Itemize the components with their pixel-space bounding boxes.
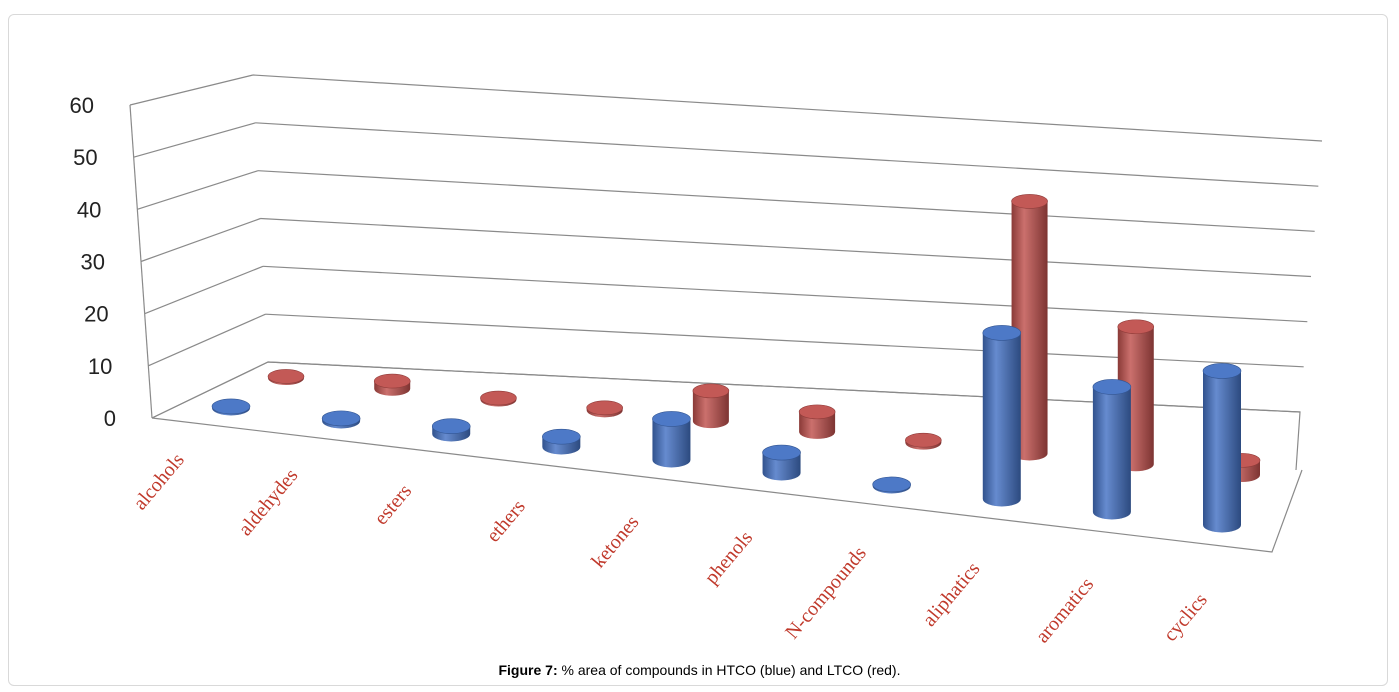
gridlines xyxy=(129,74,1323,553)
x-tick-label: aliphatics xyxy=(918,558,984,631)
bar-blue-aromatics xyxy=(1092,379,1132,520)
x-tick-label: esters xyxy=(370,480,416,529)
side-gridline xyxy=(137,170,259,210)
back-gridline xyxy=(260,217,1312,278)
x-tick-label: ketones xyxy=(587,511,643,572)
y-tick-label: 40 xyxy=(77,197,101,222)
y-tick-label: 10 xyxy=(88,354,112,379)
bar-blue-esters xyxy=(431,418,471,442)
back-gridline xyxy=(262,265,1308,323)
bar-blue-aldehydes xyxy=(321,410,361,429)
floor-back-edge xyxy=(151,361,1301,471)
side-gridline xyxy=(140,217,261,263)
y-tick-label: 0 xyxy=(104,406,116,431)
caption-text: % area of compounds in HTCO (blue) and L… xyxy=(557,662,901,678)
side-gridline xyxy=(133,122,256,158)
side-gridline xyxy=(144,265,264,315)
back-gridline xyxy=(255,122,1319,187)
x-tick-label: alcohols xyxy=(129,449,189,514)
bar-blue-N-compounds xyxy=(872,476,911,494)
caption-label: Figure 7: xyxy=(498,662,558,678)
bar-blue-cyclics xyxy=(1202,363,1242,533)
bar-red-N-compounds xyxy=(905,432,942,450)
x-tick-label: aldehydes xyxy=(234,464,302,540)
bars xyxy=(211,194,1261,533)
x-tick-label: ethers xyxy=(482,496,530,547)
y-axis-line xyxy=(129,104,153,419)
chart: 0 10 20 30 40 50 60 alcohols aldehydes esters ethe… xyxy=(70,74,1323,647)
side-gridline xyxy=(148,313,266,367)
side-gridline xyxy=(129,74,254,106)
bar-blue-ethers xyxy=(542,428,581,455)
y-tick-label: 50 xyxy=(73,145,97,170)
bar-red-esters xyxy=(480,390,517,407)
bar-blue-phenols xyxy=(762,444,801,481)
y-tick-label: 30 xyxy=(81,250,105,275)
floor-front-edge xyxy=(151,417,1303,553)
x-tick-label: aromatics xyxy=(1031,573,1098,647)
bar-red-ethers xyxy=(586,400,623,418)
x-tick-label: phenols xyxy=(700,527,757,589)
bar-blue-aliphatics xyxy=(982,325,1022,507)
figure-caption: Figure 7: % area of compounds in HTCO (b… xyxy=(0,662,1399,678)
y-tick-label: 20 xyxy=(84,302,108,327)
y-tick-label: 60 xyxy=(70,93,94,118)
back-gridline xyxy=(252,74,1323,142)
bar-red-ketones xyxy=(692,383,730,429)
back-gridline xyxy=(257,170,1315,232)
bar-blue-alcohols xyxy=(211,398,251,416)
bar-blue-ketones xyxy=(652,411,691,468)
bar-red-phenols xyxy=(798,404,836,439)
bar-red-aldehydes xyxy=(373,373,411,396)
x-tick-label: cyclics xyxy=(1159,589,1212,646)
bar-red-alcohols xyxy=(267,369,305,385)
figure-frame xyxy=(8,14,1388,686)
category-labels: alcohols aldehydes esters ethers ketones phen… xyxy=(129,449,1212,647)
x-tick-label: N-compounds xyxy=(781,542,871,643)
